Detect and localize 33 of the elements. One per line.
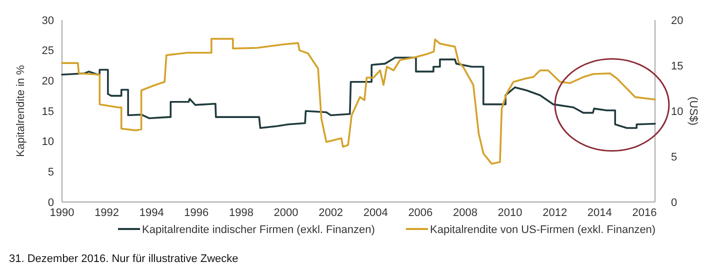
x-tick-label: 1990 bbox=[50, 207, 74, 219]
y-tick-label: 10 bbox=[42, 136, 54, 148]
x-tick-label: 1998 bbox=[228, 207, 254, 219]
x-tick-label: 2008 bbox=[453, 207, 478, 219]
y-tick-label: 30 bbox=[42, 14, 54, 27]
x-tick-label: 2014 bbox=[587, 207, 612, 219]
x-tick-label: 2002 bbox=[318, 207, 344, 219]
y-tick-label: 5 bbox=[48, 166, 54, 179]
y2-axis-title: (US$) bbox=[687, 96, 699, 126]
y2-tick-label: 20 bbox=[671, 14, 684, 27]
line-series bbox=[61, 38, 656, 165]
x-tick-label: 1992 bbox=[94, 207, 120, 219]
y-tick-label: 0 bbox=[48, 196, 54, 209]
legend-label: Kapitalrendite von US-Firmen (exkl. Finanzen) bbox=[430, 224, 656, 236]
x-tick-label: 2004 bbox=[363, 207, 388, 219]
x-tick-label: 1996 bbox=[184, 207, 209, 219]
text: 31. Dezember 2016. Nur für illustrative Zwecke bbox=[9, 253, 238, 265]
x-tick-label: 2016 bbox=[632, 207, 657, 219]
y-tick-label: 25 bbox=[42, 45, 54, 58]
y-tick-label: 20 bbox=[42, 76, 54, 88]
x-tick-label: 2000 bbox=[274, 207, 298, 219]
y-axis-title: Kapitalrendite in % bbox=[15, 64, 27, 157]
y2-tick-label: 10 bbox=[671, 106, 684, 118]
x-tick-label: 2012 bbox=[542, 207, 568, 219]
x-tick-label: 2006 bbox=[408, 207, 433, 219]
x-tick-label: 2010 bbox=[498, 207, 522, 219]
x-tick-label: 1994 bbox=[139, 207, 164, 219]
y2-tick-label: 15 bbox=[671, 60, 684, 72]
y2-tick-label: 0 bbox=[671, 196, 678, 209]
legend-label: Kapitalrendite indischer Firmen (exkl. Finanzen) bbox=[142, 224, 375, 236]
line-series bbox=[61, 56, 656, 129]
y2-tick-label: 5 bbox=[671, 151, 678, 164]
y-tick-label: 15 bbox=[42, 106, 54, 118]
